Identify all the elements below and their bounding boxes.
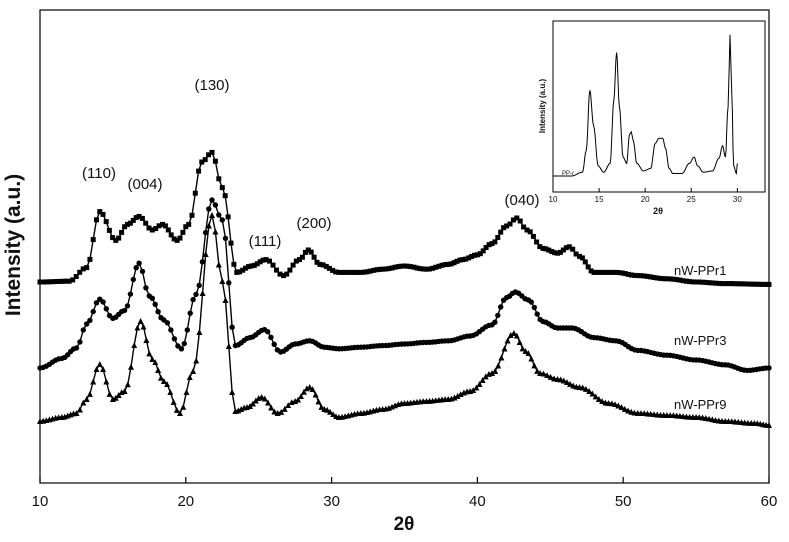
series-line-nw-ppr3 (37, 197, 772, 374)
x-tick-label: 10 (32, 493, 49, 510)
x-tick-label: 20 (177, 493, 194, 510)
series-group (37, 149, 772, 428)
x-axis-ticks: 10 20 30 40 50 60 (32, 477, 778, 510)
inset-series-line (553, 34, 738, 177)
inset-frame (552, 20, 766, 193)
inset-x-tick-label: 20 (641, 195, 650, 204)
series-label-nw-ppr9: nW-PPr9 (674, 397, 727, 412)
inset-x-tick-label: 15 (595, 195, 604, 204)
series-label-nw-ppr1: nW-PPr1 (674, 263, 727, 278)
inset-series-group (553, 34, 738, 177)
inset-y-axis-label: Intensity (a.u.) (538, 79, 547, 134)
inset-x-tick-label: 10 (549, 195, 558, 204)
x-tick-label: 40 (469, 493, 486, 510)
peak-label-200: (200) (296, 215, 331, 232)
main-plot: 10 20 30 40 50 60 Intensity (a.u.) 2θ (110) (… (2, 9, 778, 535)
peak-label-111: (111) (249, 233, 282, 250)
x-axis-label: 2θ (394, 514, 415, 535)
x-tick-label: 50 (615, 493, 632, 510)
inset-x-tick-label: 30 (733, 195, 742, 204)
inset-plot: 10 15 20 25 30 Intensity (a.u.) 2θ PP-r (538, 13, 768, 216)
series-line-nw-ppr9 (37, 212, 772, 428)
x-tick-label: 30 (323, 493, 340, 510)
x-tick-label: 60 (761, 493, 778, 510)
inset-series-label: PP-r (562, 171, 574, 177)
inset-x-axis-label: 2θ (653, 206, 663, 216)
inset-x-tick-label: 25 (687, 195, 696, 204)
series-label-nw-ppr3: nW-PPr3 (674, 333, 727, 348)
peak-label-040: (040) (504, 192, 539, 209)
inset-x-axis-ticks: 10 15 20 25 30 (549, 188, 742, 204)
y-axis-label: Intensity (a.u.) (2, 174, 25, 316)
peak-label-130: (130) (194, 77, 229, 94)
inset-background (543, 13, 768, 206)
peak-label-004: (004) (127, 176, 162, 193)
peak-label-110: (110) (82, 165, 116, 182)
